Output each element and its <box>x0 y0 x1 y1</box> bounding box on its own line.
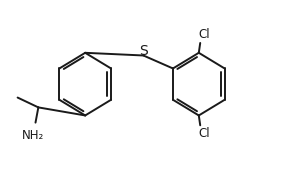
Text: Cl: Cl <box>198 127 210 140</box>
Text: NH₂: NH₂ <box>22 129 44 142</box>
Text: Cl: Cl <box>198 28 210 41</box>
Text: S: S <box>139 44 148 58</box>
